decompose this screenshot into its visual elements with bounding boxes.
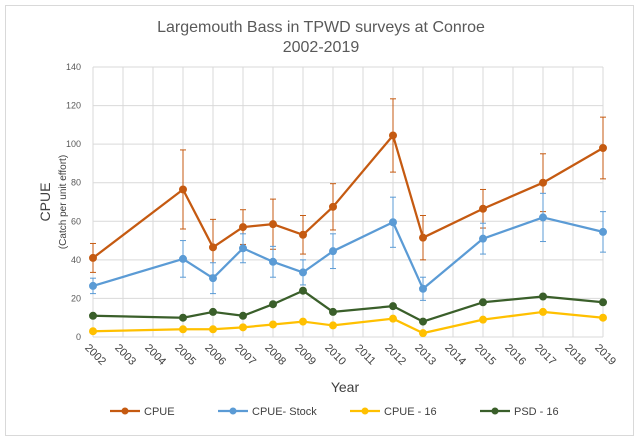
data-point [269,220,277,229]
data-point [239,311,247,320]
data-point [479,315,487,324]
error-bars [90,98,606,301]
y-tick-label: 140 [66,62,81,72]
data-point [539,307,547,316]
data-point [269,257,277,266]
data-point [299,317,307,326]
x-tick-label: 2002 [82,342,108,368]
series-lines [92,134,604,335]
x-tick-label: 2004 [142,342,168,368]
data-point [419,284,427,293]
legend-marker [491,407,499,415]
x-tick-label: 2007 [232,342,258,368]
chart-title-line2: 2002-2019 [283,39,360,56]
x-tick-label: 2008 [262,342,288,368]
data-point [419,317,427,326]
data-point [179,313,187,322]
data-point [599,313,607,322]
legend-marker [229,407,237,415]
series-line [92,134,604,259]
data-point [539,292,547,301]
y-tick-label: 100 [66,139,81,149]
data-point [299,286,307,295]
x-tick-label: 2017 [532,342,558,368]
data-point [269,300,277,309]
data-point [599,298,607,307]
data-point [299,230,307,239]
chart-title-line1: Largemouth Bass in TPWD surveys at Conro… [157,19,485,36]
x-axis-title: Year [331,379,360,395]
data-point [239,244,247,253]
legend-label: CPUE [144,406,175,418]
series-line [92,216,604,290]
y-axis-subtitle: (Catch per unit effort) [58,155,69,249]
data-point [89,281,97,290]
legend-marker [361,407,369,415]
data-point [179,254,187,263]
series-points [89,131,607,338]
data-point [479,204,487,213]
data-point [89,311,97,320]
y-tick-label: 20 [71,293,81,303]
x-tick-label: 2011 [353,342,378,367]
data-point [479,234,487,243]
data-point [539,178,547,187]
data-point [239,223,247,232]
data-point [539,213,547,222]
data-point [209,243,217,252]
data-point [419,329,427,338]
series-line [92,289,604,323]
legend-marker [121,407,129,415]
x-tick-label: 2018 [562,342,588,368]
data-point [209,274,217,283]
x-tick-label: 2006 [202,342,228,368]
data-point [419,233,427,242]
y-tick-label: 60 [71,216,81,226]
x-tick-label: 2014 [442,342,468,368]
x-tick-label: 2016 [502,342,528,368]
data-point [599,144,607,152]
x-tick-label: 2019 [592,342,618,368]
data-point [389,314,397,323]
y-axis-title: CPUE [37,183,53,222]
legend: CPUE CPUE- Stock CPUE - 16 PSD - 16 [110,406,559,418]
data-point [389,131,397,140]
x-tick-label: 2010 [322,342,348,368]
x-tick-label: 2013 [412,342,438,368]
x-tick-label: 2003 [112,342,138,368]
x-tick-labels: 2002 2003 2004 2005 2006 2007 2008 2009 2010 2011… [82,342,618,368]
data-point [389,302,397,311]
legend-label: CPUE - 16 [384,406,437,418]
y-tick-label: 0 [76,332,81,342]
y-tick-label: 80 [71,178,81,188]
data-point [329,307,337,316]
data-point [89,327,97,336]
y-tick-label: 40 [71,255,81,265]
legend-label: PSD - 16 [514,406,559,418]
x-tick-label: 2005 [172,342,198,368]
data-point [329,321,337,330]
data-point [179,325,187,334]
data-point [329,202,337,211]
data-point [599,227,607,236]
data-point [389,218,397,227]
data-point [209,325,217,334]
gridlines [92,66,604,338]
data-point [269,320,277,329]
data-point [89,253,97,262]
legend-label: CPUE- Stock [252,406,317,418]
y-tick-labels: 0 20 40 60 80 100 120 140 [66,62,81,342]
x-tick-label: 2015 [472,342,498,368]
data-point [329,247,337,256]
data-point [179,185,187,194]
x-tick-label: 2009 [292,342,318,368]
y-tick-label: 120 [66,101,81,111]
series-line [92,310,604,335]
data-point [299,268,307,277]
data-point [239,323,247,332]
data-point [479,298,487,307]
data-point [209,307,217,316]
x-tick-label: 2012 [382,342,408,368]
